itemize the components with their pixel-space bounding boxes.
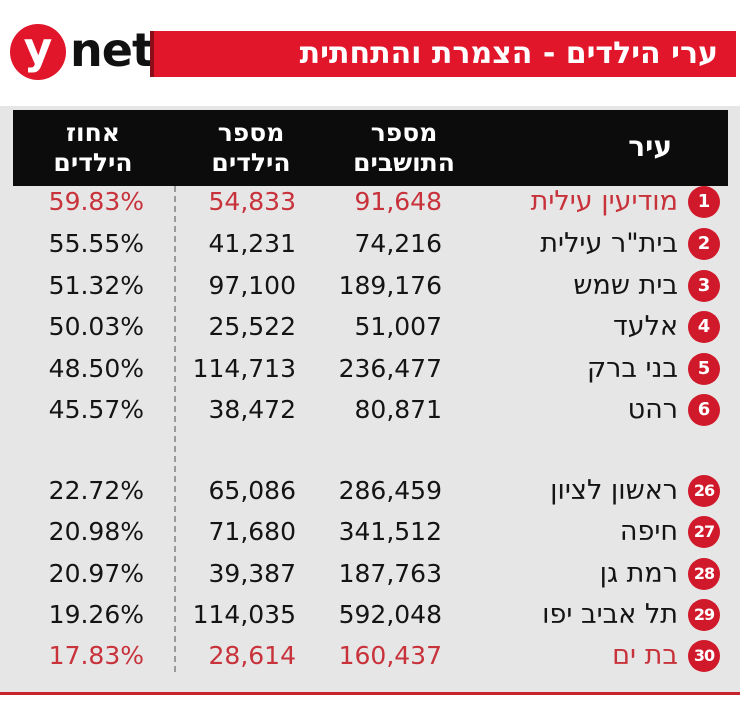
table-panel: עיר מספר התושבים מספר הילדים אחוז הילדים… [0,106,740,695]
table-row: 28 רמת גן 187,763 39,387 20.97% [0,554,740,594]
children-value: 39,387 [208,559,296,588]
city-name: רהט [627,394,678,425]
header-city: עיר [628,130,672,163]
city-name: חיפה [619,516,678,547]
city-name: בת ים [612,640,678,671]
children-value: 28,614 [208,641,296,670]
city-name: רמת גן [599,558,678,589]
title-bar: ערי הילדים - הצמרת והתחתית [150,31,736,77]
rank-badge: 29 [688,599,720,631]
rank-badge: 4 [688,311,720,343]
population-value: 51,007 [354,312,442,341]
percent-value: 51.32% [48,271,144,300]
logo-word: net [70,23,154,77]
rank-badge: 27 [688,516,720,548]
population-value: 286,459 [338,476,442,505]
percent-value: 59.83% [48,187,144,216]
rank-badge: 1 [688,186,720,218]
percent-value: 48.50% [48,354,144,383]
percent-value: 55.55% [48,229,144,258]
table-row: 3 בית שמש 189,176 97,100 51.32% [0,266,740,306]
population-value: 74,216 [354,229,442,258]
ynet-logo: y net [10,24,154,80]
percent-value: 45.57% [48,395,144,424]
table-row: 4 אלעד 51,007 25,522 50.03% [0,307,740,347]
percent-value: 22.72% [48,476,144,505]
children-value: 114,035 [192,600,296,629]
table-row: 30 בת ים 160,437 28,614 17.83% [0,636,740,676]
rank-badge: 6 [688,394,720,426]
header-children: מספר הילדים [211,118,291,177]
column-divider [174,186,176,672]
percent-value: 19.26% [48,600,144,629]
city-name: אלעד [612,311,678,342]
header-population: מספר התושבים [353,118,455,177]
rank-badge: 26 [688,475,720,507]
population-value: 236,477 [338,354,442,383]
rank-badge: 5 [688,353,720,385]
city-name: בני ברק [586,353,678,384]
city-name: בית"ר עילית [540,228,678,259]
table-row: 26 ראשון לציון 286,459 65,086 22.72% [0,471,740,511]
rank-badge: 30 [688,640,720,672]
population-value: 341,512 [338,517,442,546]
city-name: ראשון לציון [550,475,678,506]
city-name: מודיעין עילית [530,186,678,217]
rank-badge: 28 [688,558,720,590]
percent-value: 20.97% [48,559,144,588]
chart-title: ערי הילדים - הצמרת והתחתית [299,36,718,71]
table-row: 27 חיפה 341,512 71,680 20.98% [0,512,740,552]
children-value: 38,472 [208,395,296,424]
children-value: 97,100 [208,271,296,300]
city-name: תל אביב יפו [542,599,678,630]
population-value: 189,176 [338,271,442,300]
population-value: 187,763 [338,559,442,588]
percent-value: 50.03% [48,312,144,341]
children-value: 71,680 [208,517,296,546]
table-row: 5 בני ברק 236,477 114,713 48.50% [0,349,740,389]
percent-value: 17.83% [48,641,144,670]
children-value: 114,713 [192,354,296,383]
population-value: 592,048 [338,600,442,629]
population-value: 91,648 [354,187,442,216]
header-percent: אחוז הילדים [53,118,133,177]
population-value: 80,871 [354,395,442,424]
rank-badge: 3 [688,270,720,302]
children-value: 41,231 [208,229,296,258]
children-value: 65,086 [208,476,296,505]
percent-value: 20.98% [48,517,144,546]
rank-badge: 2 [688,228,720,260]
table-row: 2 בית"ר עילית 74,216 41,231 55.55% [0,224,740,264]
table-header: עיר מספר התושבים מספר הילדים אחוז הילדים [13,110,728,186]
table-row: 6 רהט 80,871 38,472 45.57% [0,390,740,430]
logo-letter: y [10,24,66,80]
table-row: 29 תל אביב יפו 592,048 114,035 19.26% [0,595,740,635]
city-name: בית שמש [573,270,678,301]
children-value: 54,833 [208,187,296,216]
children-value: 25,522 [208,312,296,341]
table-row: 1 מודיעין עילית 91,648 54,833 59.83% [0,182,740,222]
population-value: 160,437 [338,641,442,670]
